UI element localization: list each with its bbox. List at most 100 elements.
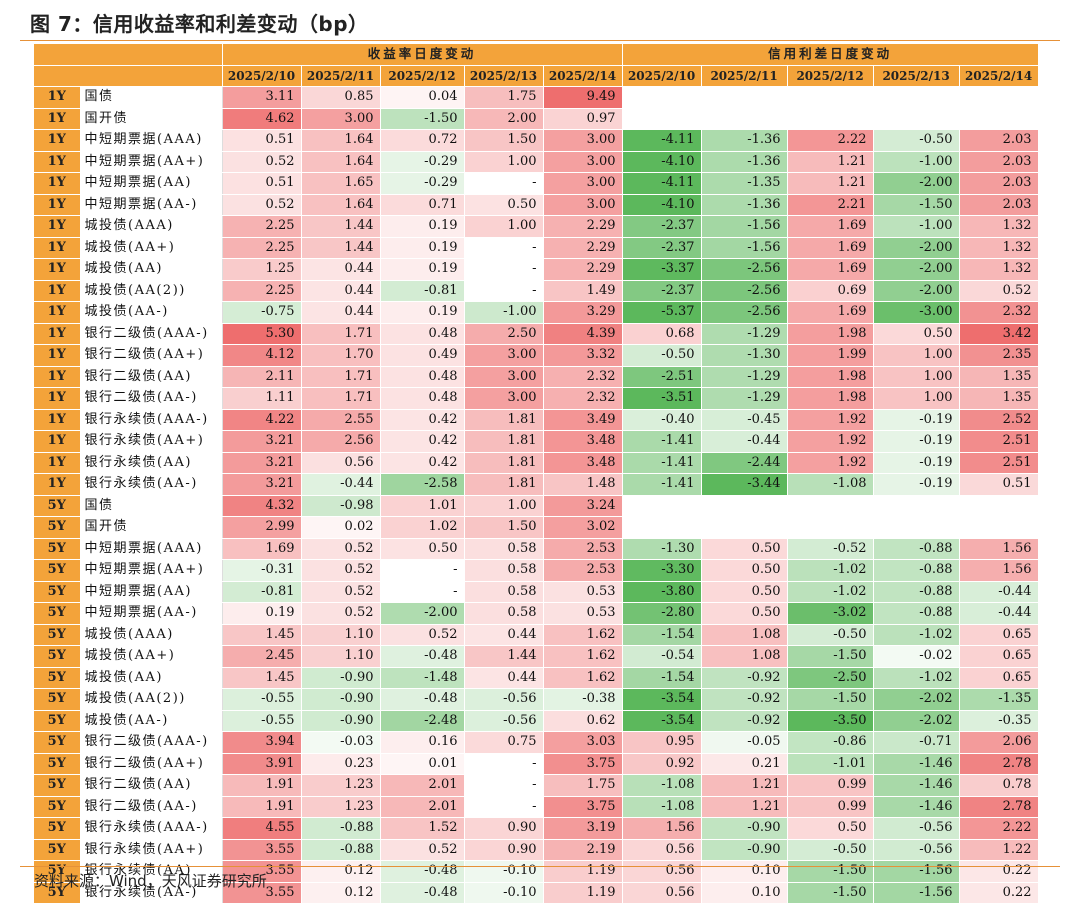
spread-change-cell: 1.92 bbox=[787, 408, 874, 431]
spread-change-cell: -2.44 bbox=[701, 452, 788, 474]
table-row: 1Y 银行二级债(AA-) 1.11 1.71 0.48 3.00 2.32 -3.51 -1.… bbox=[34, 387, 1039, 410]
spread-change-cell: -2.37 bbox=[621, 215, 702, 238]
spread-change-cell: -1.29 bbox=[701, 387, 788, 410]
spread-change-cell: 1.56 bbox=[959, 559, 1039, 582]
spread-change-cell: -1.01 bbox=[787, 753, 874, 775]
spread-change-cell: 1.98 bbox=[787, 322, 874, 345]
bond-name-cell: 城投债(AA(2)) bbox=[80, 688, 223, 711]
spread-change-cell bbox=[621, 516, 702, 539]
yield-change-cell: 5.30 bbox=[222, 322, 302, 345]
tenor-cell: 1Y bbox=[34, 237, 81, 259]
yield-change-cell: 1.69 bbox=[222, 537, 302, 560]
bond-name-cell: 中短期票据(AAA) bbox=[80, 537, 223, 560]
table-row: 1Y 城投债(AAA) 2.25 1.44 0.19 1.00 2.29 -2.37 -1.56… bbox=[34, 215, 1039, 238]
yield-change-cell: 1.49 bbox=[543, 280, 623, 302]
top-rule bbox=[20, 40, 1060, 41]
spread-change-cell: 1.92 bbox=[787, 430, 874, 453]
spread-change-cell: -0.44 bbox=[959, 581, 1039, 603]
yield-change-cell: 3.00 bbox=[543, 129, 623, 152]
corner-cell-2 bbox=[34, 65, 223, 87]
yield-change-cell: 0.04 bbox=[380, 86, 465, 109]
bond-name-cell: 城投债(AA) bbox=[80, 258, 223, 281]
yield-change-cell: 0.53 bbox=[543, 581, 623, 603]
bond-name-cell: 银行永续债(AA-) bbox=[80, 473, 223, 496]
tenor-cell: 1Y bbox=[34, 322, 81, 345]
tenor-cell: 5Y bbox=[34, 494, 81, 517]
spread-change-cell: -2.37 bbox=[621, 237, 702, 259]
yield-change-cell: 4.12 bbox=[222, 344, 302, 367]
yield-change-cell: 0.42 bbox=[380, 408, 465, 431]
table-row: 1Y 银行二级债(AA+) 4.12 1.70 0.49 3.00 3.32 -0.50 -1.… bbox=[34, 344, 1039, 367]
spread-change-cell: -1.36 bbox=[701, 194, 788, 216]
tenor-cell: 5Y bbox=[34, 667, 81, 689]
spread-change-cell bbox=[621, 108, 702, 130]
yield-change-cell: 1.00 bbox=[464, 494, 544, 517]
yield-change-cell: 4.22 bbox=[222, 408, 302, 431]
spread-change-cell bbox=[701, 108, 788, 130]
table-row: 5Y 银行二级债(AA-) 1.91 1.23 2.01-3.75 -1.08 1.21 0.… bbox=[34, 796, 1039, 818]
table-row: 5Y 银行二级债(AA) 1.91 1.23 2.01-1.75 -1.08 1.21 0.9… bbox=[34, 774, 1039, 797]
yield-change-cell: 2.50 bbox=[464, 322, 544, 345]
spread-change-cell: 0.56 bbox=[621, 839, 702, 861]
yield-change-cell: 2.19 bbox=[543, 839, 623, 861]
yield-change-cell: 0.44 bbox=[301, 258, 381, 281]
spread-change-cell: 0.68 bbox=[621, 322, 702, 345]
spread-change-cell bbox=[873, 86, 960, 109]
tenor-cell: 5Y bbox=[34, 839, 81, 861]
yield-change-cell: -0.48 bbox=[380, 688, 465, 711]
yield-change-cell: 1.02 bbox=[380, 516, 465, 539]
table-row: 1Y 中短期票据(AA+) 0.52 1.64 -0.29 1.00 3.00 -4.10 -1… bbox=[34, 151, 1039, 173]
spread-change-cell: -3.54 bbox=[621, 710, 702, 732]
yield-change-cell: 3.00 bbox=[464, 344, 544, 367]
yield-change-cell: -0.90 bbox=[301, 688, 381, 711]
spread-change-cell: 1.69 bbox=[787, 301, 874, 324]
bond-name-cell: 城投债(AA+) bbox=[80, 645, 223, 668]
spread-change-cell: -0.54 bbox=[621, 645, 702, 668]
spread-change-cell bbox=[701, 86, 788, 109]
spread-change-cell: -1.50 bbox=[787, 645, 874, 668]
spread-change-cell: -0.50 bbox=[621, 344, 702, 367]
yield-change-cell: 2.29 bbox=[543, 237, 623, 259]
yield-change-cell: 0.52 bbox=[380, 623, 465, 646]
spread-change-cell bbox=[621, 86, 702, 109]
spread-change-cell: -0.19 bbox=[873, 430, 960, 453]
yield-change-cell: 3.21 bbox=[222, 473, 302, 496]
spread-change-cell: 1.35 bbox=[959, 387, 1039, 410]
tenor-cell: 1Y bbox=[34, 280, 81, 302]
spread-change-cell: 1.92 bbox=[787, 452, 874, 474]
spread-change-cell: -0.45 bbox=[701, 408, 788, 431]
yield-change-cell: 1.65 bbox=[301, 172, 381, 195]
yield-change-cell: 2.29 bbox=[543, 215, 623, 238]
spread-change-cell: 0.99 bbox=[787, 774, 874, 797]
spread-change-cell: -1.00 bbox=[873, 215, 960, 238]
yield-change-cell: 0.19 bbox=[380, 215, 465, 238]
tenor-cell: 5Y bbox=[34, 559, 81, 582]
yield-change-cell: 4.39 bbox=[543, 322, 623, 345]
spread-change-cell: -0.92 bbox=[701, 667, 788, 689]
tenor-cell: 5Y bbox=[34, 516, 81, 539]
yield-change-cell: 3.03 bbox=[543, 731, 623, 754]
spread-change-cell: 1.21 bbox=[701, 796, 788, 818]
spread-change-cell: 0.50 bbox=[787, 817, 874, 840]
tenor-cell: 5Y bbox=[34, 774, 81, 797]
tenor-cell: 5Y bbox=[34, 602, 81, 625]
spread-change-cell: -1.08 bbox=[621, 774, 702, 797]
yield-change-cell: 3.00 bbox=[464, 387, 544, 410]
yield-change-cell: 0.52 bbox=[301, 537, 381, 560]
table-row: 1Y 中短期票据(AAA) 0.51 1.64 0.72 1.50 3.00 -4.11 -1.… bbox=[34, 129, 1039, 152]
yield-change-cell: 0.58 bbox=[464, 537, 544, 560]
source-note: 资料来源：Wind，天风证券研究所 bbox=[34, 872, 267, 890]
spread-change-cell: -0.50 bbox=[873, 129, 960, 152]
yield-change-cell: 1.81 bbox=[464, 430, 544, 453]
spread-change-cell: -1.56 bbox=[701, 237, 788, 259]
spread-change-cell: -1.54 bbox=[621, 623, 702, 646]
spread-change-cell: 1.69 bbox=[787, 215, 874, 238]
tenor-cell: 5Y bbox=[34, 537, 81, 560]
tenor-cell: 1Y bbox=[34, 108, 81, 130]
yield-change-cell: 0.58 bbox=[464, 602, 544, 625]
yield-change-cell: 0.01 bbox=[380, 753, 465, 775]
yield-change-cell: 1.75 bbox=[464, 86, 544, 109]
yield-change-cell: -2.58 bbox=[380, 473, 465, 496]
yield-change-cell: 0.50 bbox=[464, 194, 544, 216]
yield-change-cell: 0.12 bbox=[301, 882, 381, 904]
